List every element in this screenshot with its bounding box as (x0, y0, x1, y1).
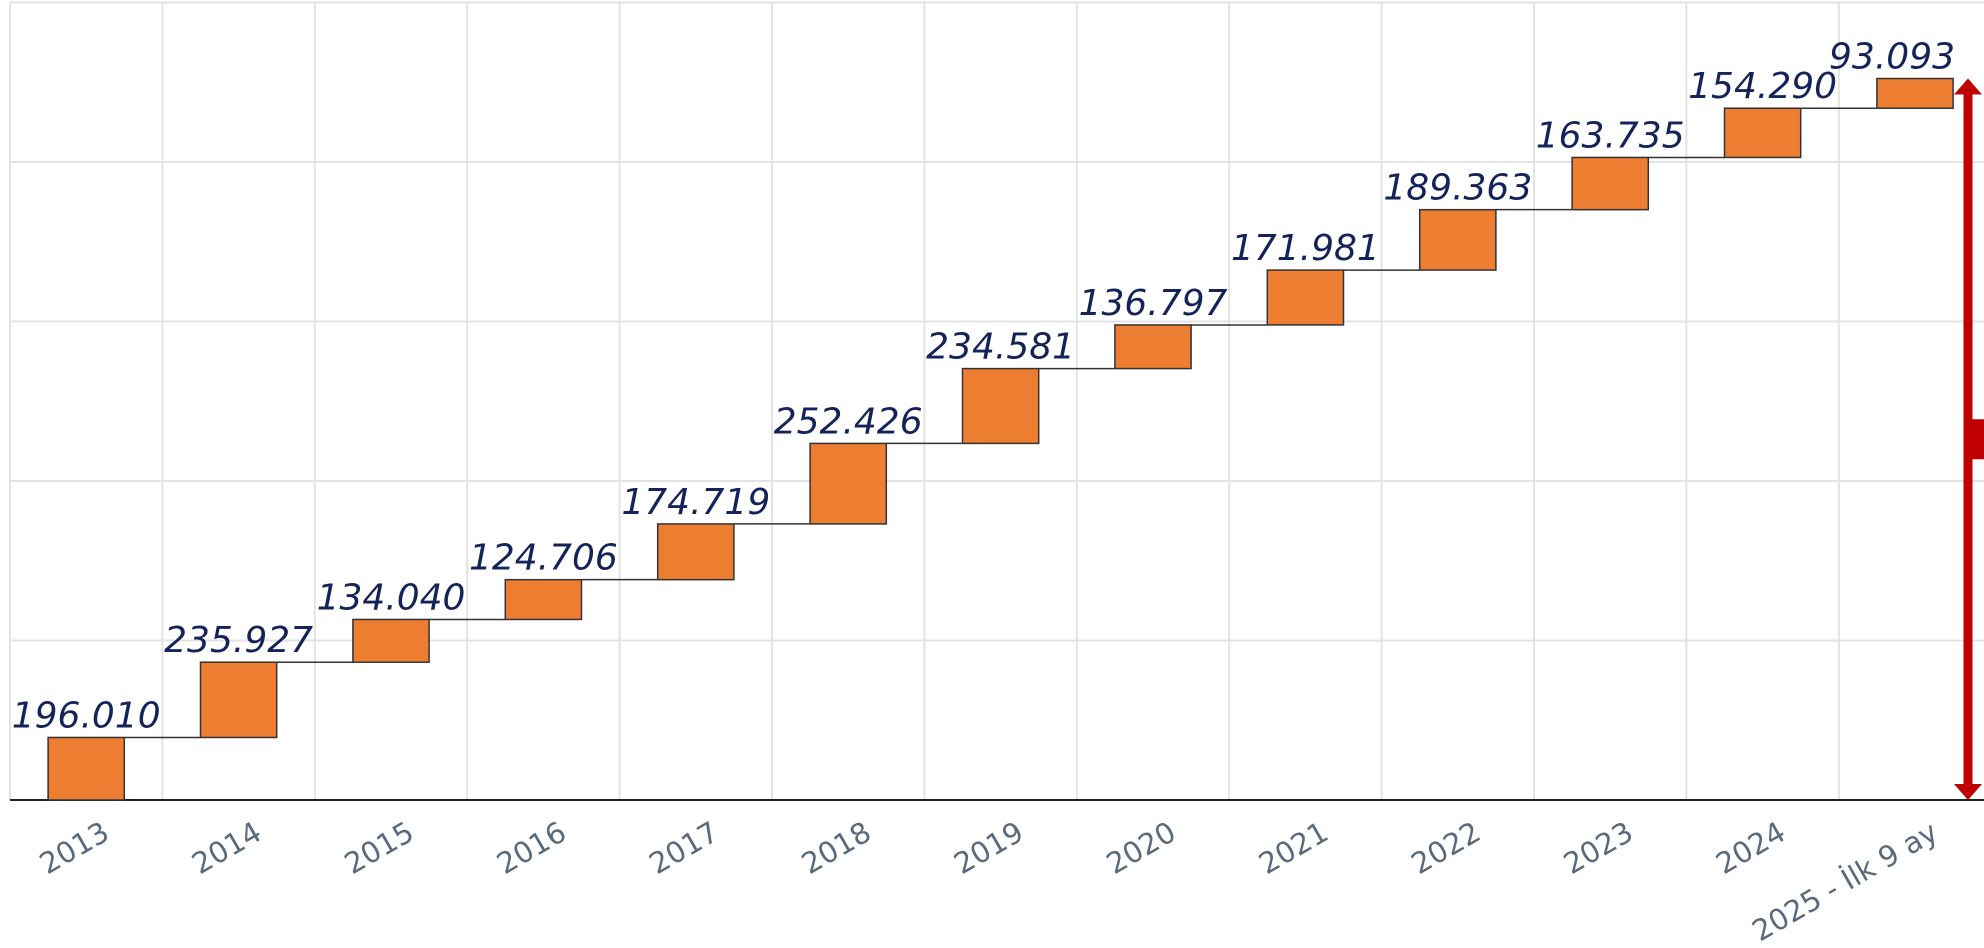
x-tick-label: 2016 (491, 815, 572, 881)
value-label: 235.927 (164, 620, 313, 661)
bar (656, 523, 735, 581)
x-tick-label: 2013 (34, 815, 115, 881)
bar (809, 442, 888, 525)
value-label: 189.363 (1383, 168, 1532, 209)
x-tick-label: 2017 (643, 815, 724, 881)
x-tick-label: 2020 (1101, 815, 1182, 881)
bar (352, 618, 430, 663)
value-label: 134.040 (317, 577, 466, 618)
value-label: 124.706 (469, 538, 618, 579)
value-label: 154.290 (1688, 66, 1837, 107)
x-tick-label: 2018 (796, 815, 877, 881)
bar (1266, 269, 1345, 326)
bar (1418, 208, 1497, 271)
bar (47, 736, 126, 801)
value-label: 234.581 (926, 327, 1075, 368)
x-tick-label: 2024 (1710, 815, 1791, 881)
value-label: 136.797 (1079, 283, 1228, 324)
bar (1876, 77, 1954, 109)
x-tick-label: 2023 (1558, 815, 1639, 881)
value-label: 252.426 (774, 401, 923, 442)
bar (961, 367, 1040, 445)
value-label: 174.719 (621, 482, 770, 523)
value-label: 171.981 (1231, 228, 1380, 269)
value-label: 93.093 (1829, 37, 1955, 78)
bar (504, 578, 583, 621)
x-tick-label: 2019 (948, 815, 1029, 881)
bar (1571, 156, 1650, 211)
value-label: 163.735 (1536, 115, 1685, 156)
arrow-head (1954, 78, 1982, 95)
value-label: 196.010 (12, 695, 161, 736)
arrow-tab (1970, 419, 1984, 460)
x-tick-label: 2014 (186, 815, 267, 881)
x-tick-label: 2022 (1405, 815, 1486, 881)
bar (1723, 107, 1802, 159)
bar (1114, 324, 1192, 370)
bar (199, 661, 278, 739)
x-tick-label: 2021 (1253, 815, 1334, 881)
arrow-head (1954, 784, 1982, 800)
x-tick-label: 2015 (339, 815, 420, 881)
